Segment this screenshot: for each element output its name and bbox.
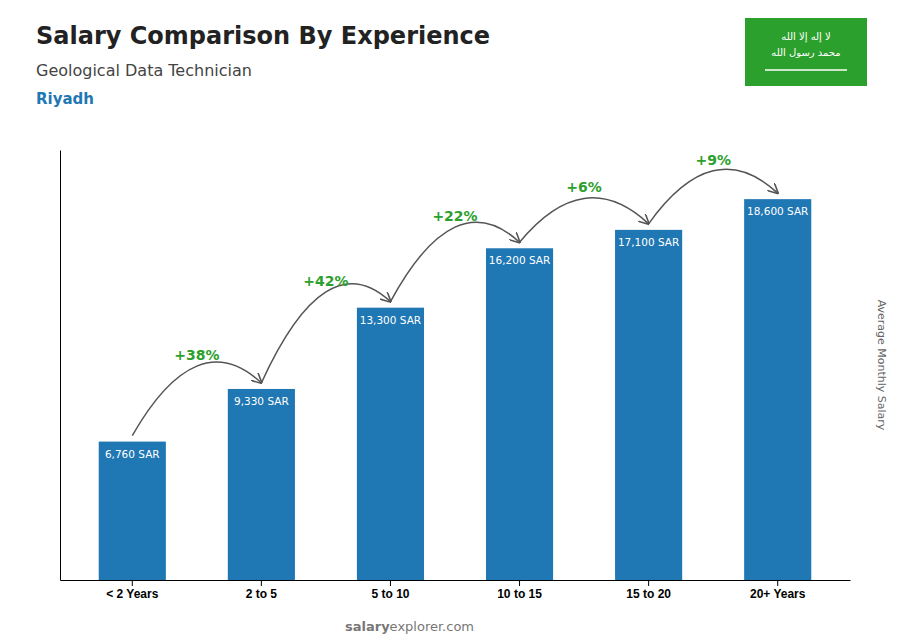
- bar: [486, 248, 553, 580]
- arrow: [520, 198, 649, 242]
- x-tick-mark: [261, 580, 262, 586]
- bar: [615, 230, 682, 580]
- x-tick-mark: [648, 580, 649, 586]
- x-tick: < 2 Years: [106, 580, 158, 601]
- x-tick-mark: [777, 580, 778, 586]
- x-tick: 15 to 20: [626, 580, 671, 601]
- arrow-label: +42%: [303, 273, 348, 289]
- data-label: 6,760 SAR: [105, 448, 160, 460]
- annotation: Riyadh: [36, 90, 94, 108]
- flag-text: محمد رسول الله: [771, 47, 840, 58]
- x-tick-label: 5 to 10: [371, 587, 409, 601]
- data-label: 13,300 SAR: [360, 314, 421, 326]
- watermark: salaryexplorer.com: [345, 619, 474, 634]
- bar: [357, 308, 424, 580]
- arrow-label: +22%: [432, 208, 477, 224]
- x-axis-line: [61, 580, 851, 581]
- x-tick-label: 20+ Years: [750, 587, 806, 601]
- bar: [228, 389, 295, 580]
- bars: [99, 199, 812, 580]
- title: Salary Comparison By Experience: [36, 22, 490, 50]
- y-axis-line: [60, 151, 61, 581]
- x-tick: 5 to 10: [371, 580, 409, 601]
- y-axis: [60, 151, 61, 581]
- arrow: [390, 222, 519, 301]
- arrow: [261, 284, 390, 383]
- bar: [744, 199, 811, 580]
- arrow: [132, 362, 261, 435]
- flag-text: لا إله إلا الله: [781, 31, 830, 43]
- x-tick-mark: [132, 580, 133, 586]
- arrow-label: +38%: [174, 347, 219, 363]
- data-label: 18,600 SAR: [747, 205, 808, 217]
- plot: < 2 Years 2 to 5 5 to 10 10 to 15 15 to 20 20…: [61, 151, 851, 601]
- x-axis: < 2 Years 2 to 5 5 to 10 10 to 15 15 to 20 20…: [61, 580, 851, 601]
- subtitle: Geological Data Technician: [36, 61, 252, 80]
- data-label: 17,100 SAR: [618, 236, 679, 248]
- x-tick-mark: [390, 580, 391, 586]
- chart: Salary Comparison By Experience Geologica…: [0, 0, 900, 641]
- x-tick-label: 10 to 15: [497, 587, 542, 601]
- flag: لا إله إلا الله محمد رسول الله: [745, 18, 867, 86]
- flag-sword: [765, 69, 847, 71]
- flag-background: [745, 18, 867, 86]
- x-tick: 20+ Years: [750, 580, 806, 601]
- arrow: [649, 169, 778, 224]
- x-tick-label: 15 to 20: [626, 587, 671, 601]
- x-tick-mark: [519, 580, 520, 586]
- x-tick-label: 2 to 5: [246, 587, 278, 601]
- arrows: [132, 169, 777, 435]
- arrow-label: +6%: [566, 179, 602, 195]
- x-tick-label: < 2 Years: [106, 587, 158, 601]
- x-tick: 2 to 5: [246, 580, 278, 601]
- watermark-part: salary: [345, 619, 390, 634]
- data-label: 9,330 SAR: [234, 395, 289, 407]
- y-axis-title: Average Monthly Salary: [875, 300, 888, 431]
- data-label: 16,200 SAR: [489, 254, 550, 266]
- arrow-label: +9%: [695, 152, 731, 168]
- watermark-part: explorer.com: [390, 619, 474, 634]
- bar: [99, 442, 166, 580]
- x-tick: 10 to 15: [497, 580, 542, 601]
